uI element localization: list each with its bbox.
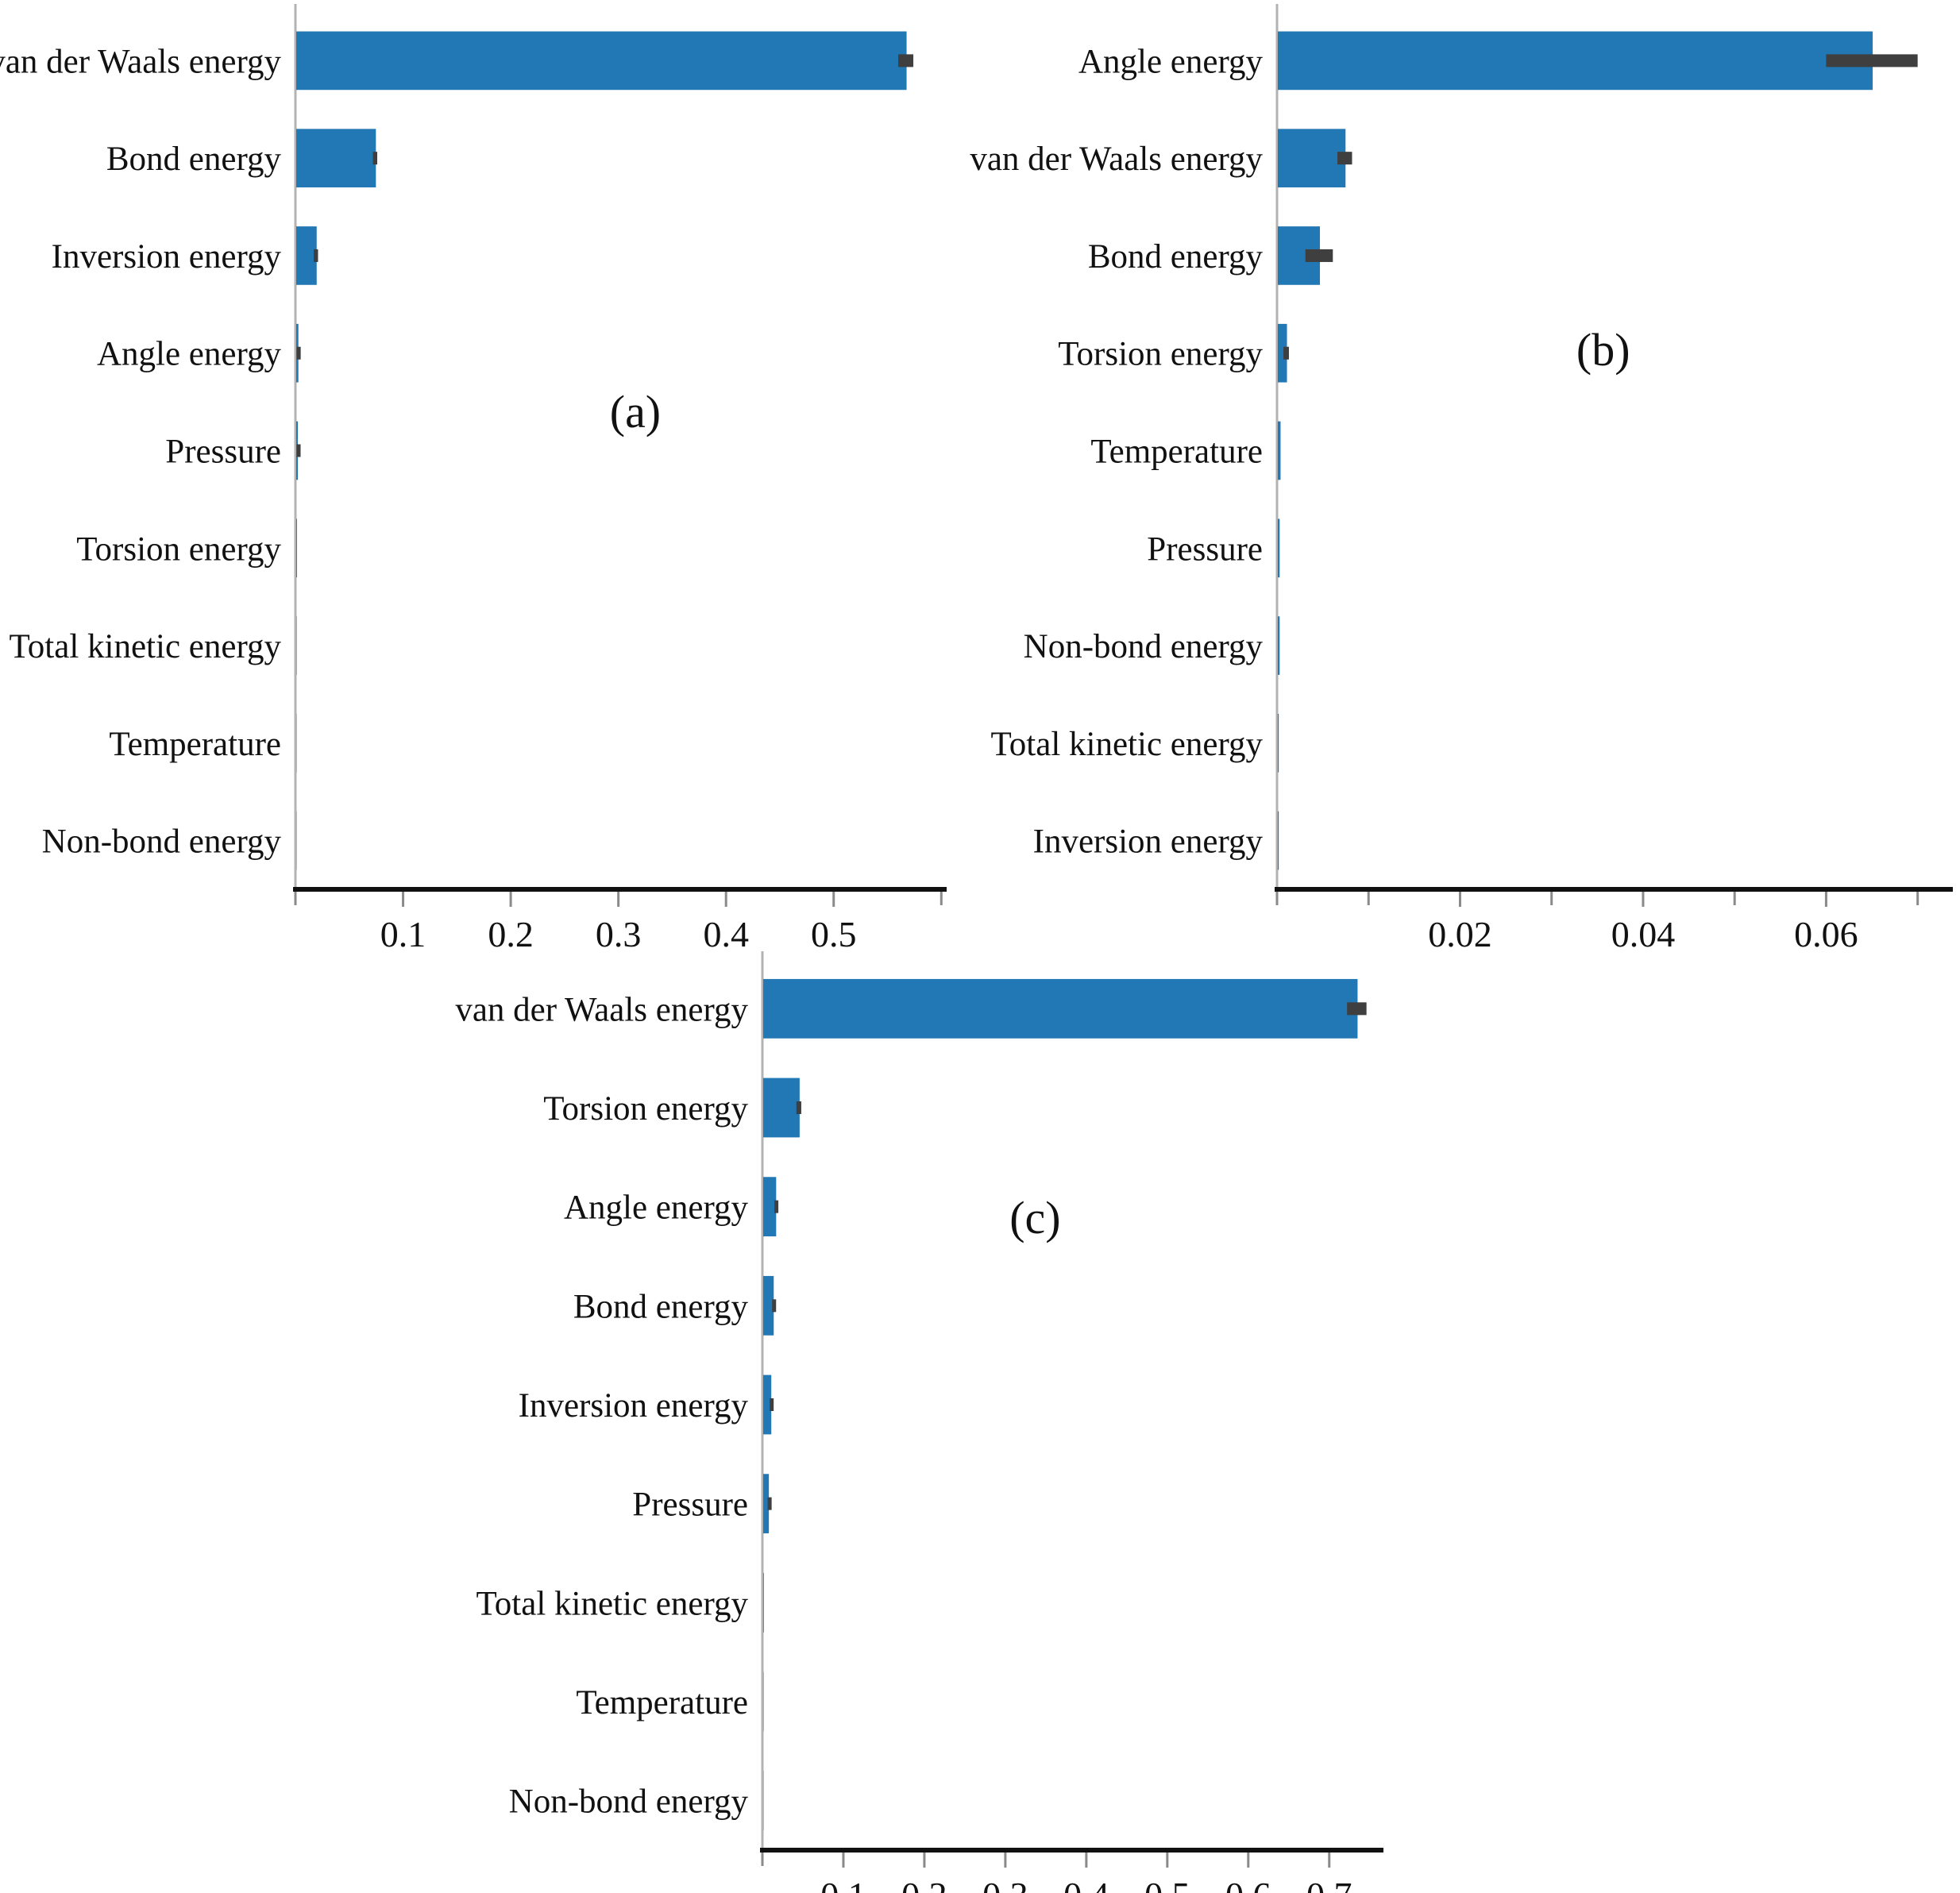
bar [1278,714,1279,773]
category-label: Torsion energy [543,1090,748,1128]
error-bar [314,249,318,262]
x-tick-label: 0.4 [1063,1875,1109,1893]
bar [763,1177,777,1237]
error-bar [372,152,378,165]
bar [1278,323,1287,383]
category-label: Inversion energy [1033,823,1264,861]
bar-chart-c: van der Waals energy Torsion energy Angle … [455,951,1383,1893]
category-label: Angle energy [1078,43,1264,80]
error-bar [796,1101,801,1114]
bar [296,129,376,187]
category-label: Non-bond energy [1024,628,1264,665]
bar-chart-b: Angle energy van der Waals energy Bond ene… [970,4,1953,954]
error-bar [296,346,301,360]
error-bar [296,444,301,457]
bar [1278,519,1280,578]
bar [296,226,317,285]
category-label: van der Waals energy [455,991,748,1028]
chart-panel-a: van der Waals energy Bond energy Inversion… [0,0,1001,985]
x-tick-label: 0.2 [901,1875,947,1893]
category-label: Bond energy [1088,238,1264,276]
category-label: Bond energy [573,1288,749,1325]
bar [1278,811,1279,870]
category-label: Total kinetic energy [991,726,1264,763]
category-label: Total kinetic energy [10,628,282,665]
error-bar [767,1497,772,1510]
error-bar [772,1299,777,1313]
bar [1278,31,1873,91]
error-bar [770,1398,774,1411]
category-label: Pressure [632,1486,748,1524]
bar [763,1078,800,1138]
category-label: van der Waals energy [970,141,1263,178]
chart-panel-b: Angle energy van der Waals energy Bond ene… [959,0,1960,985]
error-bar [1337,152,1352,165]
category-label: Non-bond energy [42,823,282,861]
x-tick-label: 0.5 [1144,1875,1190,1893]
bar [296,519,297,578]
category-label: Inversion energy [52,238,282,276]
category-label: Angle energy [97,336,282,373]
x-tick-label: 0.04 [1611,914,1676,954]
bar-chart-a: van der Waals energy Bond energy Inversion… [0,4,947,954]
category-label: Temperature [576,1684,748,1721]
category-label: Total kinetic energy [476,1585,749,1622]
bar [763,1671,764,1732]
error-bar [1283,346,1289,360]
error-bar [1305,249,1333,262]
x-tick-label: 0.06 [1794,914,1858,954]
category-label: Temperature [1090,434,1263,471]
panel-label-b: (b) [1576,324,1630,376]
x-tick-label: 0.5 [811,914,857,954]
bar [1278,421,1281,480]
bar [763,1572,764,1633]
category-label: van der Waals energy [0,43,281,80]
x-tick-label: 0.4 [703,914,749,954]
x-tick-label: 0.2 [488,914,534,954]
bar [296,616,297,675]
chart-panel-c: van der Waals energy Torsion energy Angle … [445,937,1469,1893]
bar [1278,616,1280,675]
x-tick-label: 0.02 [1428,914,1492,954]
panel-label-a: (a) [609,385,662,438]
bar [763,1474,770,1534]
category-label: Torsion energy [1058,336,1263,373]
panel-label-c: (c) [1009,1191,1061,1243]
category-label: Angle energy [564,1189,749,1227]
bar [763,978,1358,1039]
bar [763,1275,774,1336]
x-tick-label: 0.1 [380,914,426,954]
error-bar [1826,54,1918,67]
bar [1278,129,1346,187]
x-tick-label: 0.3 [982,1875,1028,1893]
category-label: Temperature [109,726,281,763]
category-label: Inversion energy [519,1387,749,1425]
x-tick-label: 0.7 [1306,1875,1352,1893]
bar [763,1374,772,1435]
category-label: Pressure [165,434,281,471]
error-bar [898,54,914,67]
x-tick-label: 0.3 [596,914,642,954]
category-label: Torsion energy [76,530,281,568]
category-label: Pressure [1147,530,1263,568]
error-bar [774,1200,779,1213]
category-label: Non-bond energy [509,1783,749,1821]
x-tick-label: 0.6 [1225,1875,1271,1893]
x-tick-label: 0.1 [820,1875,866,1893]
category-label: Bond energy [106,141,282,178]
bar [296,31,907,91]
error-bar [1347,1002,1367,1016]
